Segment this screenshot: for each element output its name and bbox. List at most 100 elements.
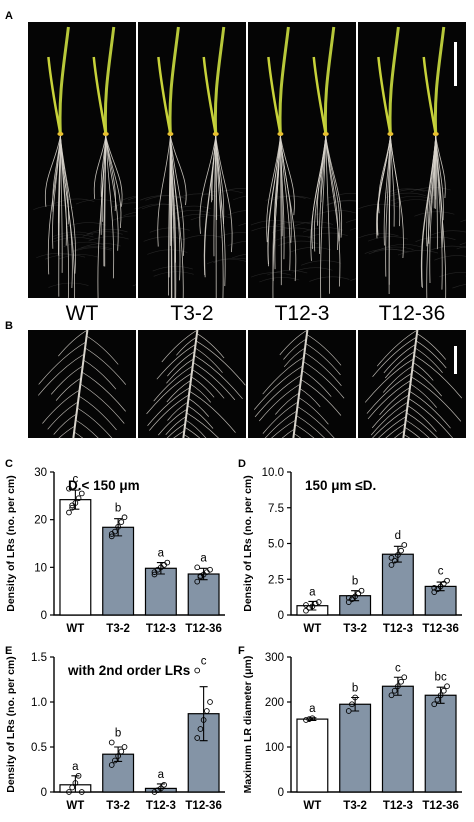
data-point <box>108 533 115 540</box>
error-bar <box>71 489 80 510</box>
significance-letter: c <box>201 656 207 668</box>
data-point <box>398 678 404 685</box>
significance-letter: a <box>309 703 316 715</box>
data-point <box>440 687 447 694</box>
root-closeup-t3-2 <box>138 330 246 438</box>
panel-letter-d: D <box>238 458 246 470</box>
root-closeup-wt <box>28 330 136 438</box>
data-point <box>121 744 128 750</box>
x-tick-label: T3-2 <box>106 623 130 635</box>
y-axis-label: Density of LRs (no. per cm) <box>5 475 17 612</box>
data-point <box>398 547 404 554</box>
significance-letter: bc <box>435 671 447 683</box>
bar <box>144 567 177 616</box>
data-point <box>437 583 444 590</box>
scale-bar-a <box>454 42 457 86</box>
data-point <box>388 562 395 568</box>
data-point <box>151 571 158 578</box>
data-point <box>303 602 309 608</box>
data-point <box>345 594 352 601</box>
y-tick-label: 0.5 <box>31 742 47 754</box>
genotype-label-t3-2: T3-2 <box>170 302 214 325</box>
x-tick-label: T12-3 <box>146 623 176 635</box>
data-point <box>434 586 441 593</box>
chart-svg: Density of LRs (no. per cm) 0 10 20 30 c WT b T3… <box>5 467 225 635</box>
x-tick-label: T3-2 <box>106 800 130 812</box>
y-tick-label: 0 <box>41 610 47 622</box>
data-point <box>115 753 121 759</box>
genotype-label-t12-36: T12-36 <box>378 302 446 325</box>
bar <box>339 703 372 793</box>
data-point <box>69 784 76 791</box>
data-point <box>118 748 125 755</box>
data-point <box>69 504 76 511</box>
data-point <box>388 692 395 699</box>
data-point <box>194 735 201 741</box>
panel-letter-c: C <box>5 458 13 470</box>
data-point <box>352 593 358 600</box>
y-tick-label: 10.0 <box>262 467 284 479</box>
data-point <box>303 607 309 614</box>
x-tick-label: T12-36 <box>422 800 458 812</box>
y-tick-label: 20 <box>34 515 47 527</box>
x-tick-label: WT <box>66 800 84 812</box>
data-point <box>194 667 201 674</box>
error-bar <box>436 686 445 704</box>
chart-f: Maximum LR diameter (μm) 0 100 200 300 a WT b T3… <box>237 645 474 822</box>
data-point <box>112 757 118 764</box>
data-point <box>355 590 362 597</box>
y-tick-label: 1.0 <box>31 697 47 709</box>
data-point <box>306 716 313 722</box>
root-closeup-t12-3 <box>248 330 356 438</box>
data-point <box>203 708 210 714</box>
data-point <box>115 523 121 530</box>
data-point <box>345 599 352 605</box>
chart-c: Density of LRs (no. per cm) 0 10 20 30 c WT b T3… <box>0 460 237 645</box>
y-axis-label: Maximum LR diameter (μm) <box>242 656 254 794</box>
bar <box>424 694 457 793</box>
x-tick-label: T3-2 <box>343 623 367 635</box>
y-tick-label: 10 <box>34 562 47 574</box>
significance-letter: b <box>352 576 358 588</box>
y-tick-label: 300 <box>265 652 284 664</box>
significance-letter: b <box>352 683 358 695</box>
panel-letter-e: E <box>5 645 13 657</box>
seedling-photo-t12-3 <box>248 22 356 298</box>
scale-bar-b <box>454 346 457 374</box>
data-point <box>440 580 447 587</box>
data-point <box>395 552 401 558</box>
x-tick-label: T12-3 <box>383 623 413 635</box>
data-point <box>121 514 128 521</box>
bar <box>381 553 414 616</box>
data-point <box>207 566 213 573</box>
data-point <box>151 569 158 575</box>
seedling-photo-wt <box>28 22 136 298</box>
error-bar <box>393 676 402 696</box>
data-point <box>151 789 158 795</box>
significance-letter: d <box>395 530 401 542</box>
data-point <box>200 717 207 723</box>
data-point <box>349 596 355 603</box>
significance-letter: a <box>72 761 79 773</box>
data-point <box>349 701 355 708</box>
x-tick-label: T3-2 <box>343 800 367 812</box>
data-point <box>431 584 438 591</box>
y-tick-label: 2.5 <box>268 574 284 586</box>
y-tick-label: 0 <box>278 610 284 622</box>
error-bar <box>114 518 123 537</box>
y-axis-label: Density of LRs (no. per cm) <box>5 656 17 793</box>
data-point <box>69 502 76 509</box>
chart-annotation: D.< 150 μm <box>68 478 140 493</box>
data-point <box>78 789 85 795</box>
chart-annotation: 150 μm ≤D. <box>305 478 376 493</box>
data-point <box>401 542 408 548</box>
y-axis-label: Density of LRs (no. per cm) <box>242 475 254 612</box>
chart-svg: Maximum LR diameter (μm) 0 100 200 300 a WT b T3… <box>242 652 462 812</box>
data-point <box>118 519 125 525</box>
error-bar <box>436 581 445 592</box>
significance-letter: a <box>200 552 207 564</box>
data-point <box>108 531 115 537</box>
data-point <box>66 789 72 795</box>
data-point <box>358 587 365 594</box>
error-bar <box>114 746 123 762</box>
